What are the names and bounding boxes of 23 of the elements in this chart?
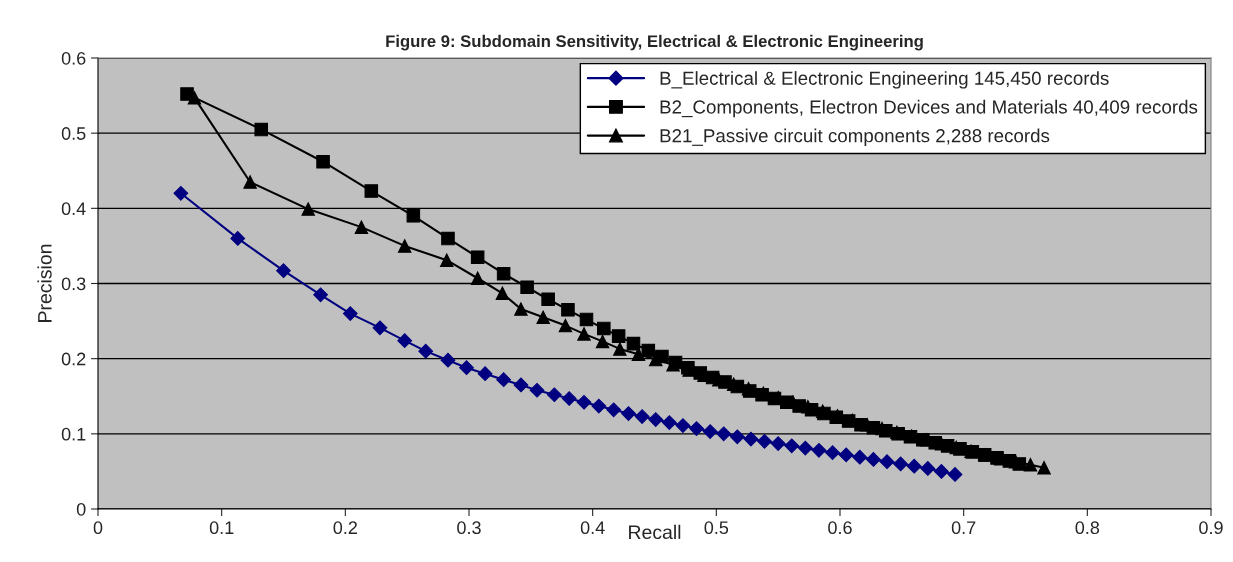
- x-axis-title: Recall: [629, 524, 681, 540]
- x-tick-label: 0.6: [828, 521, 852, 535]
- y-tick-label: 0.2: [61, 352, 86, 366]
- y-tick-label: 0.6: [61, 51, 86, 65]
- legend-label: B2_Components, Electron Devices and Materials 40,409 records: [660, 99, 1198, 118]
- y-tick-label: 0.4: [61, 202, 86, 216]
- y-axis-title: Precision: [37, 244, 52, 322]
- y-tick-label: 0.5: [61, 127, 86, 140]
- legend-label: B21_Passive circuit components 2,288 records: [660, 128, 1050, 147]
- y-tick-label: 0: [76, 502, 86, 516]
- x-tick-label: 0.1: [209, 521, 234, 535]
- y-tick-label: 0.3: [61, 277, 86, 291]
- legend-label: B_Electrical & Electronic Engineering 145,450 records: [660, 71, 1109, 89]
- x-tick-label: 0: [93, 521, 103, 535]
- y-tick-label: 0.1: [61, 427, 86, 441]
- x-tick-label: 0.2: [333, 521, 357, 535]
- x-tick-label: 0.4: [580, 521, 605, 535]
- chart-title: Figure 9: Subdomain Sensitivity, Electrical & Electronic Engineering: [386, 34, 923, 51]
- x-tick-label: 0.5: [704, 521, 729, 535]
- x-tick-label: 0.9: [1199, 521, 1223, 535]
- x-tick-label: 0.3: [457, 521, 481, 535]
- x-tick-label: 0.7: [951, 521, 976, 535]
- x-tick-label: 0.8: [1075, 521, 1100, 535]
